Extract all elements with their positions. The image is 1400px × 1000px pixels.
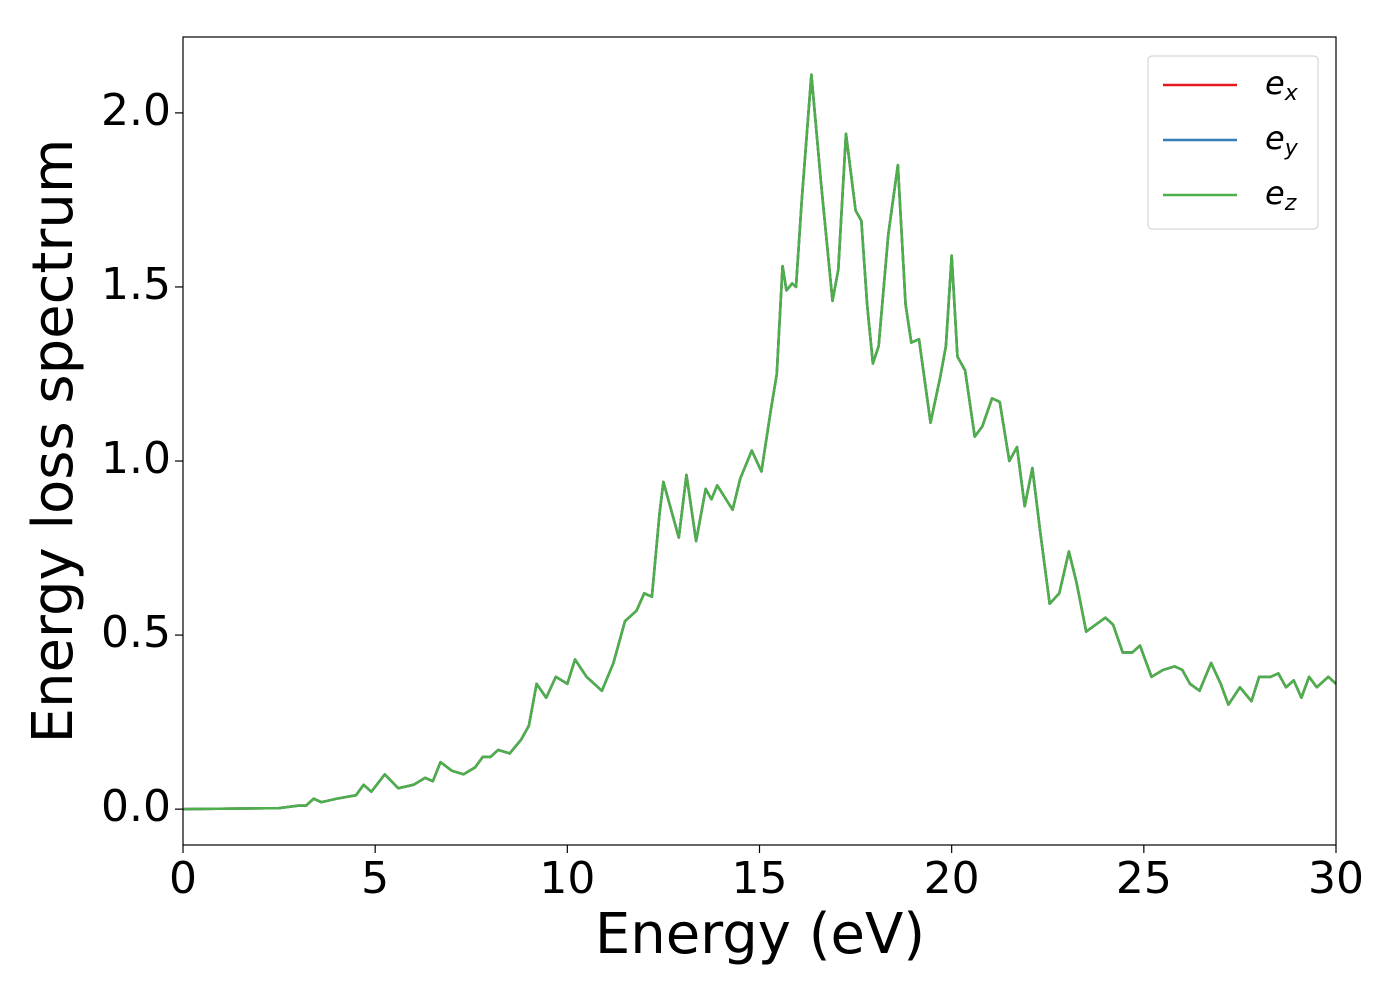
x-tick-label: 0 xyxy=(169,853,197,904)
x-tick-label: 10 xyxy=(539,853,595,904)
legend-label: ex xyxy=(1265,64,1299,106)
legend-label: ez xyxy=(1265,174,1297,216)
y-tick-label: 0.5 xyxy=(101,607,171,658)
y-tick-label: 1.0 xyxy=(101,433,171,484)
x-tick-label: 25 xyxy=(1116,853,1172,904)
y-axis-label: Energy loss spectrum xyxy=(21,139,86,744)
x-tick-label: 30 xyxy=(1308,853,1364,904)
legend-box xyxy=(1147,55,1319,230)
plot-frame xyxy=(182,36,1337,846)
y-tick-label: 0.0 xyxy=(101,781,171,832)
x-tick-label: 15 xyxy=(732,853,788,904)
y-tick-label: 2.0 xyxy=(101,85,171,136)
legend: ex ey ez xyxy=(1147,55,1319,230)
x-tick-label: 5 xyxy=(361,853,389,904)
x-axis-label: Energy (eV) xyxy=(595,902,925,967)
x-tick-label: 20 xyxy=(924,853,980,904)
line xyxy=(182,73,1337,811)
y-tick-label: 1.5 xyxy=(101,259,171,310)
legend-label: ey xyxy=(1265,119,1299,161)
